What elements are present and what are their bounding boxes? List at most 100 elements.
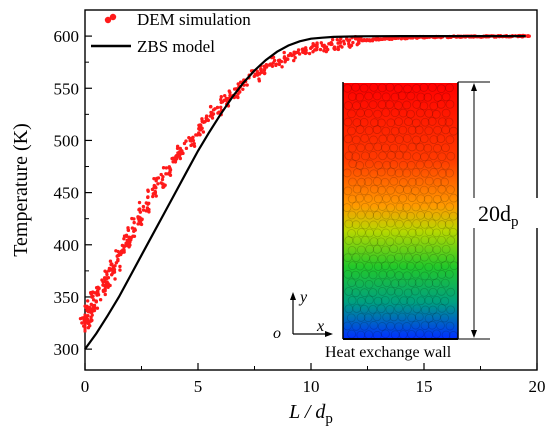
bed-particle bbox=[402, 271, 412, 281]
x-axis-title: L / dp bbox=[288, 401, 333, 427]
bed-particle bbox=[377, 287, 387, 296]
dem-point bbox=[88, 309, 93, 313]
dem-point bbox=[263, 71, 267, 75]
bed-particle bbox=[347, 126, 356, 136]
bed-particle bbox=[376, 118, 386, 128]
bed-particle bbox=[394, 117, 404, 127]
bed-particle bbox=[414, 261, 424, 271]
bed-particle bbox=[408, 177, 417, 187]
bed-particle bbox=[347, 194, 357, 204]
dem-point bbox=[140, 218, 144, 222]
bed-particle bbox=[386, 185, 396, 195]
bed-particle bbox=[359, 83, 369, 93]
bed-particle bbox=[360, 133, 370, 143]
bed-particle bbox=[360, 167, 370, 177]
dem-point bbox=[184, 146, 189, 151]
dem-point bbox=[342, 42, 347, 46]
bed-particle bbox=[393, 84, 403, 93]
bed-particle bbox=[352, 118, 362, 127]
bed-particle bbox=[433, 125, 442, 135]
dem-point bbox=[152, 176, 156, 181]
bed-particle bbox=[406, 109, 415, 119]
bed-particle bbox=[419, 287, 429, 297]
dem-point bbox=[111, 265, 116, 270]
bed-particle bbox=[368, 304, 378, 314]
bed-particle bbox=[344, 236, 354, 245]
bed-particle bbox=[406, 211, 415, 221]
bed-particle bbox=[441, 211, 450, 220]
bed-particle bbox=[424, 108, 434, 118]
bed-particle bbox=[412, 219, 422, 228]
bed-particle bbox=[394, 287, 404, 297]
dem-point bbox=[259, 67, 263, 71]
bed-particle bbox=[390, 211, 400, 221]
bed-particle bbox=[411, 168, 421, 177]
bed-particle bbox=[445, 83, 454, 93]
bed-particle bbox=[411, 320, 421, 330]
bed-particle bbox=[440, 177, 449, 187]
dem-point bbox=[105, 272, 109, 277]
bed-particle bbox=[355, 261, 365, 271]
dem-point bbox=[219, 105, 223, 110]
bed-particle bbox=[437, 117, 447, 127]
bed-particle bbox=[423, 92, 433, 102]
bed-particle bbox=[348, 177, 357, 187]
dem-point bbox=[160, 177, 165, 182]
dem-point bbox=[138, 222, 143, 226]
bed-particle bbox=[424, 278, 434, 288]
dem-point bbox=[227, 89, 231, 93]
bed-particle bbox=[427, 117, 437, 126]
bed-particle bbox=[386, 321, 395, 331]
bed-particle bbox=[399, 178, 408, 187]
dem-point bbox=[228, 94, 233, 98]
dem-point bbox=[164, 172, 168, 176]
dem-point bbox=[80, 316, 84, 320]
legend-label-zbs: ZBS model bbox=[137, 37, 215, 56]
dem-point bbox=[342, 39, 346, 43]
bed-particle bbox=[385, 305, 395, 314]
bed-particle bbox=[343, 117, 353, 127]
bed-particle bbox=[344, 151, 354, 161]
dem-point bbox=[85, 317, 90, 321]
zbs-line bbox=[84, 35, 526, 350]
bed-particle bbox=[441, 160, 450, 170]
dem-point bbox=[161, 175, 165, 179]
bed-particle bbox=[390, 92, 400, 102]
bed-particle bbox=[389, 312, 399, 322]
bed-particle bbox=[446, 236, 456, 246]
bed-particle bbox=[432, 312, 441, 322]
bed-particle bbox=[394, 322, 404, 332]
dem-point bbox=[367, 38, 371, 43]
dem-point bbox=[297, 52, 302, 56]
bed-particle bbox=[369, 320, 379, 330]
bed-particle bbox=[444, 219, 454, 229]
bed-particle bbox=[440, 296, 450, 306]
bed-particle bbox=[412, 84, 421, 93]
dim-arrow-top bbox=[471, 83, 477, 91]
bed-particle bbox=[372, 91, 382, 101]
dem-point bbox=[338, 40, 343, 45]
dem-point bbox=[124, 243, 129, 248]
bed-particle bbox=[372, 211, 382, 220]
legend-marker-dem bbox=[104, 16, 112, 24]
bed-particle bbox=[365, 244, 375, 254]
bed-particle bbox=[356, 210, 366, 220]
bed-particle bbox=[403, 220, 413, 229]
bed-particle bbox=[397, 278, 407, 288]
dem-point bbox=[315, 45, 319, 49]
bed-particle bbox=[424, 227, 434, 237]
bed-particle bbox=[351, 82, 361, 92]
dem-point bbox=[329, 42, 333, 47]
dem-point bbox=[332, 45, 337, 49]
bed-particle bbox=[423, 143, 433, 153]
dem-point bbox=[130, 226, 135, 230]
bed-particle bbox=[368, 150, 378, 160]
bed-particle bbox=[356, 108, 365, 118]
dem-point bbox=[94, 300, 98, 304]
bed-particle bbox=[360, 151, 370, 161]
dem-point bbox=[146, 188, 150, 192]
bed-particle bbox=[356, 228, 366, 237]
bed-particle bbox=[347, 210, 357, 220]
bed-particle bbox=[412, 304, 422, 314]
bed-particle bbox=[432, 295, 441, 305]
